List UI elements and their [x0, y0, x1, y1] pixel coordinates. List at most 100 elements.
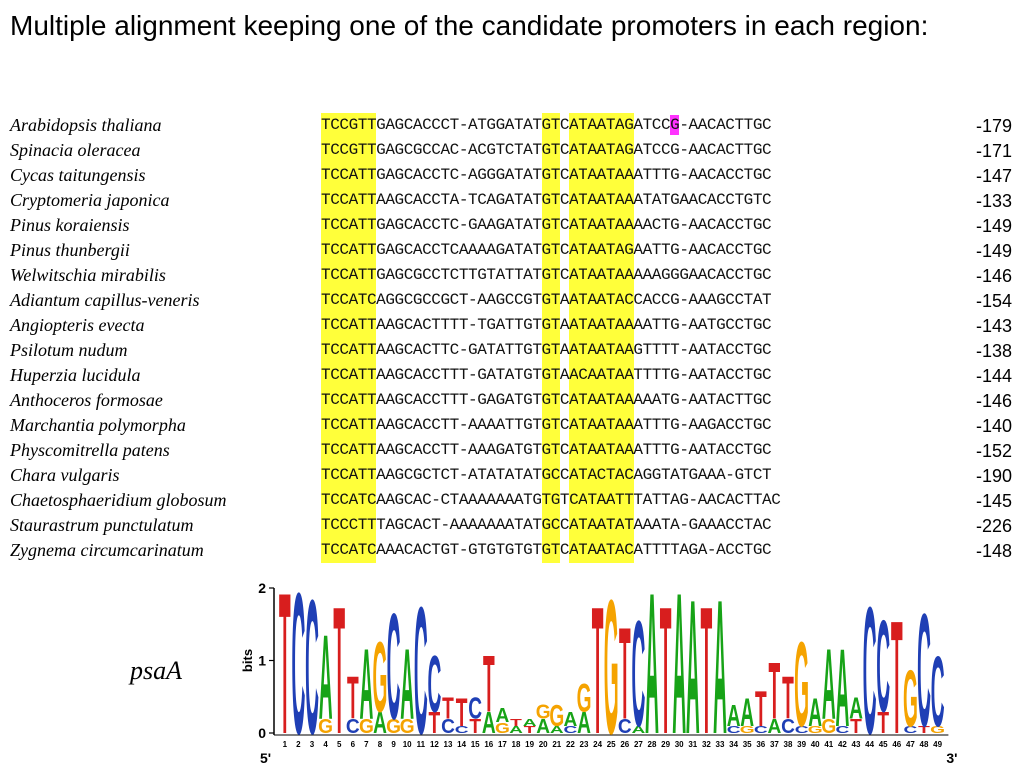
aligned-sequence: TCCATTAAGCACCTA-TCAGATATGTCATAATAAATATGA…	[321, 190, 772, 210]
position-label: 5	[337, 740, 342, 749]
position-label: 12	[430, 740, 439, 749]
position-label: 20	[539, 740, 548, 749]
position-label: 35	[743, 740, 752, 749]
logo-letter: C	[414, 580, 428, 768]
species-name: Cycas taitungensis	[10, 165, 146, 185]
logo-letter: T	[918, 724, 931, 735]
position-label: 48	[920, 740, 929, 749]
logo-letter: A	[713, 580, 727, 768]
position-label: 47	[906, 740, 915, 749]
aligned-sequence: TCCATTGAGCACCTC-AGGGATATGTCATAATAAATTTG-…	[321, 165, 772, 185]
logo-letter: G	[536, 701, 551, 724]
species-name: Spinacia oleracea	[10, 140, 141, 160]
logo-letter: A	[509, 724, 523, 735]
logo-letter: T	[782, 665, 794, 732]
logo-letter: A	[808, 689, 822, 735]
logo-letter: C	[795, 724, 809, 735]
logo-letter: G	[740, 724, 755, 735]
logo-letter: T	[333, 580, 345, 768]
promoter-position: -154	[975, 291, 1012, 311]
species-name: Psilotum nudum	[10, 340, 128, 360]
logo-letter: C	[863, 580, 877, 768]
alignment-row: Anthoceros formosae TCCATTAAGCACCTTT-GAGA…	[0, 388, 1024, 413]
logo-letter: T	[469, 716, 481, 739]
position-label: 3	[310, 740, 315, 749]
position-label: 4	[323, 740, 328, 749]
logo-letter: C	[305, 580, 319, 768]
position-label: 49	[933, 740, 942, 749]
alignment-row: Marchantia polymorpha TCCATTAAGCACCTT-AAA…	[0, 413, 1024, 438]
aligned-sequence: TCCATTAAGCACTTTT-TGATTGTGTAATAATAAAATTG-…	[321, 315, 772, 335]
logo-letter: T	[347, 665, 359, 732]
promoter-position: -226	[975, 516, 1012, 536]
position-label: 8	[378, 740, 383, 749]
logo-letter: C	[835, 724, 849, 735]
position-label: 34	[729, 740, 738, 749]
alignment-row: Cryptomeria japonica TCCATTAAGCACCTA-TCAG…	[0, 188, 1024, 213]
logo-letter: A	[373, 707, 387, 740]
aligned-sequence: TCCATTAAGCACCTT-AAAATTGTGTCATAATAAATTTG-…	[321, 415, 772, 435]
position-label: 37	[770, 740, 779, 749]
species-name: Zygnema circumcarinatum	[10, 540, 204, 560]
position-label: 22	[566, 740, 575, 749]
position-label: 31	[688, 740, 697, 749]
logo-letter: A	[740, 689, 754, 735]
position-label: 45	[879, 740, 888, 749]
logo-letter: T	[592, 580, 604, 768]
position-label: 28	[648, 740, 657, 749]
logo-letter: C	[931, 635, 945, 748]
logo-letter: A	[645, 580, 659, 768]
logo-letter: C	[427, 640, 441, 729]
logo-letter: G	[808, 724, 823, 735]
promoter-position: -148	[975, 541, 1012, 561]
logo-letter: C	[903, 724, 917, 735]
position-label: 27	[634, 740, 643, 749]
position-label: 46	[892, 740, 901, 749]
position-label: 23	[580, 740, 589, 749]
alignment-row: Psilotum nudum TCCATTAAGCACTTC-GATATTGTGT…	[0, 338, 1024, 363]
species-name: Welwitschia mirabilis	[10, 265, 166, 285]
alignment-row: Arabidopsis thaliana TCCGTTGAGCACCCT-ATGG…	[0, 113, 1024, 138]
logo-letter: A	[482, 707, 496, 740]
species-name: Staurastrum punctulatum	[10, 515, 194, 535]
logo-letter: T	[442, 692, 454, 725]
logo-letter: C	[727, 724, 741, 735]
aligned-sequence: TCCGTTGAGCGCCAC-ACGTCTATGTCATAATAGATCCG-…	[321, 140, 772, 160]
logo-letter: T	[877, 707, 889, 740]
logo-letter: C	[455, 724, 469, 735]
species-name: Chara vulgaris	[10, 465, 120, 485]
aligned-sequence: TCCATTAAGCACCTTT-GAGATGTGTCATAATAAAAATG-…	[321, 390, 772, 410]
aligned-sequence: TCCATTAAGCACTTC-GATATTGTGTAATAATAAGTTTT-…	[321, 340, 772, 360]
position-label: 10	[403, 740, 412, 749]
logo-letter: G	[903, 654, 918, 743]
promoter-position: -149	[975, 241, 1012, 261]
position-label: 6	[351, 740, 356, 749]
logo-letter: T	[456, 689, 468, 735]
species-name: Angiopteris evecta	[10, 315, 145, 335]
aligned-sequence: TCCATTGAGCACCTCAAAAGATATGTCATAATAGAATTG-…	[321, 240, 772, 260]
logo-letter: T	[510, 717, 523, 728]
position-label: 13	[444, 740, 453, 749]
position-label: 24	[593, 740, 602, 749]
promoter-position: -147	[975, 166, 1012, 186]
position-label: 30	[675, 740, 684, 749]
promoter-position: -149	[975, 216, 1012, 236]
logo-letter: C	[631, 590, 645, 758]
aligned-sequence: TCCATTGAGCGCCTCTTGTATTATGTCATAATAAAAAGGG…	[321, 265, 772, 285]
promoter-position: -171	[975, 141, 1012, 161]
aligned-sequence: TCCCTTTAGCACT-AAAAAAATATGCCATAATATAAATA-…	[321, 515, 772, 535]
logo-letter: G	[794, 618, 809, 752]
logo-letter: G	[373, 621, 388, 734]
logo-label: psaA	[130, 656, 182, 685]
species-name: Huperzia lucidula	[10, 365, 141, 385]
position-label: 41	[824, 740, 833, 749]
logo-letter: A	[523, 717, 537, 728]
alignment-row: Zygnema circumcarinatum TCCATCAAACACTGT-G…	[0, 538, 1024, 563]
aligned-sequence: TCCATTAAGCACCTTT-GATATGTGTAACAATAATTTTG-…	[321, 365, 772, 385]
logo-letter: A	[563, 708, 577, 731]
position-label: 32	[702, 740, 711, 749]
logo-letter: A	[400, 628, 414, 741]
position-label: 42	[838, 740, 847, 749]
position-label: 38	[784, 740, 793, 749]
logo-letter: A	[550, 724, 564, 735]
